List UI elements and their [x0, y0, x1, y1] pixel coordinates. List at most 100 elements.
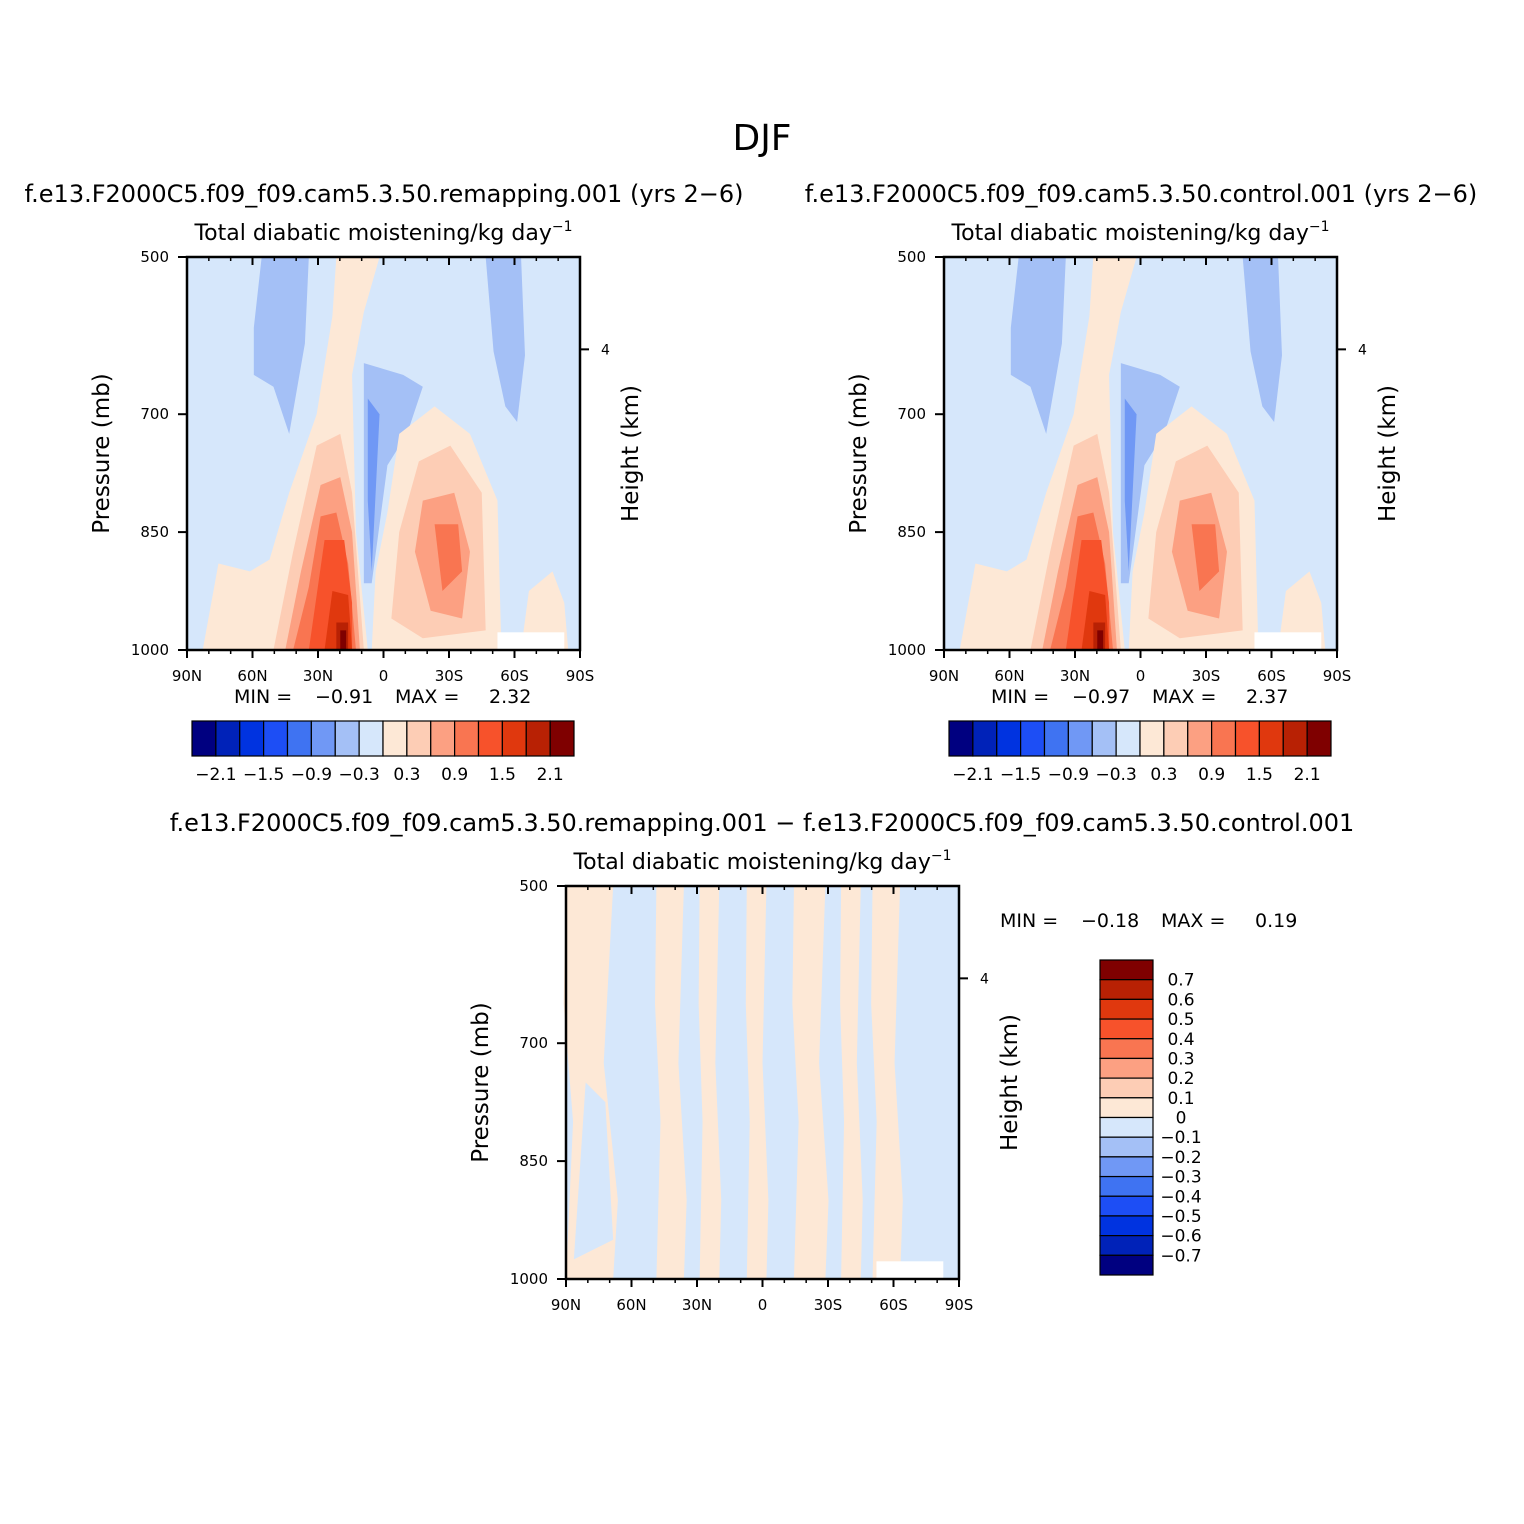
max-value: 2.37 — [1246, 686, 1288, 708]
contour-positive — [434, 524, 463, 592]
x-tick-label: 30N — [1060, 667, 1090, 685]
colorbar-label: 0.2 — [1167, 1069, 1194, 1089]
colorbar-swatch — [1099, 1175, 1154, 1197]
contour-negative — [1010, 257, 1066, 434]
min-value: −0.18 — [1081, 910, 1139, 932]
colorbar-swatch — [1099, 979, 1154, 1000]
x-tick-label: 90N — [551, 1296, 581, 1314]
x-tick-label: 0 — [758, 1296, 768, 1314]
y-axis-label: Pressure (mb) — [468, 1002, 494, 1162]
x-tick-label: 60S — [879, 1296, 908, 1314]
x-tick-label: 60S — [1257, 667, 1286, 685]
colorbar-label: −0.9 — [1048, 765, 1089, 785]
colorbar-label: 0.3 — [1167, 1049, 1194, 1069]
y-tick-label: 1000 — [131, 641, 169, 659]
contour-positive — [871, 886, 903, 1279]
colorbar-label: −0.6 — [1160, 1227, 1201, 1247]
colorbar-label: 0.9 — [1198, 765, 1225, 785]
missing-data-patch — [1254, 632, 1322, 650]
colorbar-label: −0.7 — [1160, 1246, 1201, 1266]
colorbar-swatch — [1067, 720, 1093, 757]
missing-data-patch — [876, 1261, 944, 1279]
contour-negative — [573, 1082, 614, 1260]
colorbar-swatch — [1115, 720, 1141, 757]
colorbar-swatch — [1258, 720, 1284, 757]
x-tick-label: 30N — [303, 667, 333, 685]
colorbar-swatch — [1187, 720, 1213, 757]
colorbar-label: 0.7 — [1167, 971, 1194, 991]
colorbar-label: −0.9 — [291, 765, 332, 785]
y-right-axis-label: Height (km) — [618, 385, 644, 522]
subtitle: f.e13.F2000C5.f09_f09.cam5.3.50.remappin… — [24, 180, 743, 208]
colorbar-swatch — [1091, 720, 1117, 757]
colorbar-swatch — [948, 720, 974, 757]
x-tick-label: 0 — [379, 667, 389, 685]
x-tick-label: 60S — [500, 667, 529, 685]
colorbar-swatch — [239, 720, 265, 757]
colorbar-swatch — [1234, 720, 1260, 757]
contour-negative — [253, 257, 309, 434]
contour-negative — [367, 398, 380, 572]
colorbar-swatch — [382, 720, 408, 757]
colorbar-swatch — [263, 720, 289, 757]
contour-positive — [745, 886, 769, 1279]
y-tick-label: 500 — [519, 877, 548, 895]
y-tick-label: 1000 — [510, 1270, 548, 1288]
y-tick-label: 700 — [519, 1034, 548, 1052]
y-right-axis-label: Height (km) — [1375, 385, 1401, 522]
colorbar-swatch — [334, 720, 360, 757]
y-right-axis-label: Height (km) — [997, 1014, 1023, 1151]
colorbar-label: −2.1 — [952, 765, 993, 785]
contour-positive — [521, 571, 569, 650]
max-value: 0.19 — [1255, 910, 1297, 932]
colorbar-label: 0.1 — [1167, 1089, 1194, 1109]
x-tick-label: 60N — [994, 667, 1024, 685]
contour-positive — [1191, 524, 1220, 592]
colorbar-swatch — [525, 720, 551, 757]
x-tick-label: 60N — [237, 667, 267, 685]
colorbar-label: 0.3 — [393, 765, 420, 785]
colorbar-swatch — [191, 720, 217, 757]
colorbar-swatch — [215, 720, 241, 757]
subtitle: f.e13.F2000C5.f09_f09.cam5.3.50.remappin… — [170, 809, 1355, 837]
x-tick-label: 90S — [1323, 667, 1352, 685]
min-label: MIN = — [1000, 910, 1058, 932]
colorbar-swatch — [1099, 1097, 1154, 1119]
x-tick-label: 60N — [616, 1296, 646, 1314]
colorbar-label: −0.2 — [1160, 1148, 1201, 1168]
colorbar-swatch — [1099, 1018, 1154, 1040]
colorbar-label: 0.5 — [1167, 1010, 1194, 1030]
colorbar-swatch — [1099, 998, 1154, 1020]
colorbar-swatch — [1020, 720, 1046, 757]
colorbar-swatch — [1099, 1156, 1154, 1178]
x-tick-label: 90S — [945, 1296, 974, 1314]
colorbar-swatch — [1099, 1215, 1154, 1237]
colorbar-label: 1.5 — [1246, 765, 1273, 785]
x-tick-label: 30S — [435, 667, 464, 685]
colorbar-swatch — [549, 720, 575, 757]
x-tick-label: 0 — [1136, 667, 1146, 685]
contour-positive — [1097, 630, 1104, 650]
colorbar-swatch — [477, 720, 503, 757]
colorbar-label: 0 — [1176, 1109, 1187, 1129]
min-label: MIN = — [991, 686, 1049, 708]
colorbar-label: 0.9 — [441, 765, 468, 785]
x-tick-label: 90N — [929, 667, 959, 685]
colorbar-label: −1.5 — [243, 765, 284, 785]
colorbar-swatch — [406, 720, 432, 757]
contour-negative — [485, 257, 525, 423]
y-right-tick-label: 4 — [1358, 342, 1367, 358]
colorbar-swatch — [1099, 1136, 1154, 1158]
contour-negative — [1242, 257, 1282, 423]
colorbar-swatch — [1043, 720, 1069, 757]
colorbar-swatch — [1099, 1195, 1154, 1217]
y-tick-label: 500 — [897, 248, 926, 266]
colorbar-label: 1.5 — [489, 765, 516, 785]
max-value: 2.32 — [489, 686, 531, 708]
panel-remapping: 90N 60N 30N 0 30S 60S 90S 500 700 850 1000 4 Pressur… — [89, 219, 644, 785]
colorbar-swatch — [1211, 720, 1237, 757]
contour-positive — [792, 886, 829, 1279]
y-tick-label: 1000 — [888, 641, 926, 659]
y-tick-label: 850 — [140, 523, 169, 541]
